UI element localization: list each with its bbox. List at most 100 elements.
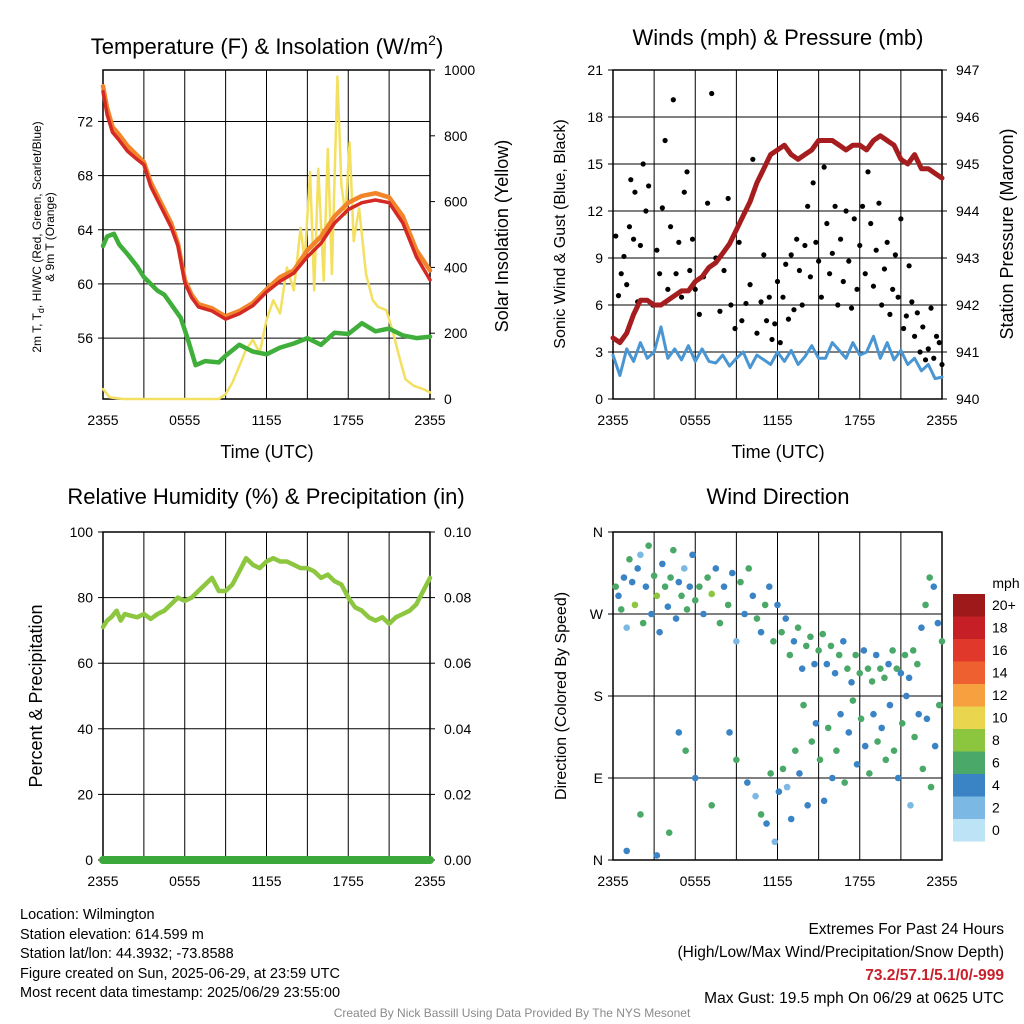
info-recent: Most recent data timestamp: 2025/06/29 2… (20, 985, 341, 1001)
colorbar-swatch (953, 639, 985, 662)
rh-ytick-right-label: 0.08 (444, 590, 471, 606)
gust-point (857, 242, 863, 249)
rh-ytick-right-label: 0.00 (444, 852, 471, 868)
humidity-panel: Relative Humidity (%) & Precipitation (i… (26, 484, 465, 788)
gust-point (704, 200, 711, 206)
direction-point (866, 770, 873, 777)
temp-ylabel-left-1: 2m T, Td, HI/WC (Red, Green, Scarlet/Blu… (30, 121, 46, 352)
dir-xtick-label: 0555 (680, 873, 711, 889)
gust-point (832, 203, 838, 209)
gust-point (774, 278, 781, 285)
direction-point (886, 701, 894, 709)
direction-point (833, 747, 840, 754)
gust-point (643, 208, 649, 214)
direction-point (860, 647, 868, 654)
direction-point (765, 583, 773, 590)
gust-point (933, 333, 940, 339)
wind-xlabel: Time (UTC) (731, 442, 824, 462)
rh-ytick-right-label: 0.06 (444, 655, 471, 671)
gust-point (739, 318, 745, 324)
temp-axes: 2355 0555 1155 1755 2355 56 60 64 68 72 0 200 400 600… (77, 62, 475, 428)
gust-point (670, 97, 676, 103)
gust-point (624, 282, 630, 288)
temp-ytick-label: 56 (77, 330, 93, 346)
direction-point (804, 802, 811, 809)
direction-point (628, 578, 636, 586)
direction-point (890, 747, 898, 754)
gust-point (632, 189, 638, 195)
gust-point (892, 252, 898, 258)
gust-point (615, 293, 622, 299)
gust-point (777, 340, 783, 346)
gust-point (763, 318, 770, 324)
gust-point (662, 137, 668, 144)
direction-point (656, 628, 663, 636)
direction-point (911, 733, 918, 741)
rh-xtick-label: 2355 (414, 873, 445, 889)
gust-point (687, 267, 693, 274)
direction-point (901, 651, 909, 659)
wind-ytick-label: 12 (587, 203, 603, 219)
direction-point (919, 765, 927, 773)
gust-point (692, 286, 698, 292)
rh-title: Relative Humidity (%) & Precipitation (i… (67, 484, 464, 509)
gust-point (876, 200, 882, 206)
direction-point (905, 674, 913, 682)
gust-point (920, 324, 926, 330)
gust-point (788, 252, 794, 258)
temp-xtick-label: 2355 (87, 412, 118, 428)
direction-point (824, 724, 832, 732)
colorbar-swatch (953, 819, 985, 842)
temp-title: Temperature (F) & Insolation (W/m2) (91, 32, 444, 59)
info-created: Figure created on Sun, 2025-06-29, at 23… (20, 965, 340, 982)
gust-point (791, 307, 797, 313)
direction-point (757, 811, 765, 818)
direction-point (741, 610, 748, 618)
gust-point (917, 349, 923, 355)
direction-point (827, 642, 835, 650)
direction-point (927, 783, 935, 791)
gust-point (911, 333, 918, 339)
wind-ytick-label: 3 (595, 344, 603, 360)
direction-point (794, 624, 802, 631)
wind-ylabel-right: Station Pressure (Maroon) (997, 128, 1017, 339)
gust-point (870, 283, 877, 289)
temp-ytick-right-label: 400 (444, 259, 468, 275)
direction-point (816, 756, 824, 764)
gust-point (696, 311, 702, 317)
direction-point (874, 738, 881, 745)
temp-ytick-right-label: 0 (444, 391, 452, 407)
direction-point (645, 542, 652, 549)
wind-frame (612, 69, 943, 400)
gust-point (826, 271, 833, 277)
gust-point (637, 242, 644, 249)
colorbar-label: 16 (992, 642, 1008, 658)
direction-point (716, 619, 724, 627)
gust-point (750, 156, 756, 162)
dir-xtick-label: 1155 (762, 873, 792, 889)
direction-point (849, 697, 857, 704)
direction-point (885, 660, 892, 668)
gust-point (630, 236, 637, 242)
temp-xtick-label: 1755 (333, 412, 364, 428)
gust-point (862, 271, 868, 277)
direction-point (934, 619, 942, 627)
temp-xtick-label: 0555 (169, 412, 200, 428)
temp-frame (102, 69, 431, 400)
credit-line: Created By Nick Bassill Using Data Provi… (333, 1006, 691, 1020)
dir-title: Wind Direction (706, 484, 849, 509)
direction-point (861, 742, 869, 750)
wind-ytick-right-label: 944 (956, 203, 980, 219)
temp-xtick-label: 2355 (414, 412, 445, 428)
extremes-subtitle: (High/Low/Max Wind/Precipitation/Snow De… (677, 944, 1005, 961)
rh-ytick-label: 40 (77, 721, 93, 737)
direction-point (841, 779, 848, 786)
gust-point (898, 216, 904, 222)
gust-point (895, 294, 901, 300)
direction-point (612, 583, 620, 590)
direction-point (686, 583, 694, 590)
direction-point (853, 761, 861, 768)
info-latlon: Station lat/lon: 44.3932; -73.8588 (20, 946, 234, 962)
info-elevation: Station elevation: 614.599 m (20, 926, 204, 943)
temp-ytick-label: 60 (77, 276, 93, 292)
